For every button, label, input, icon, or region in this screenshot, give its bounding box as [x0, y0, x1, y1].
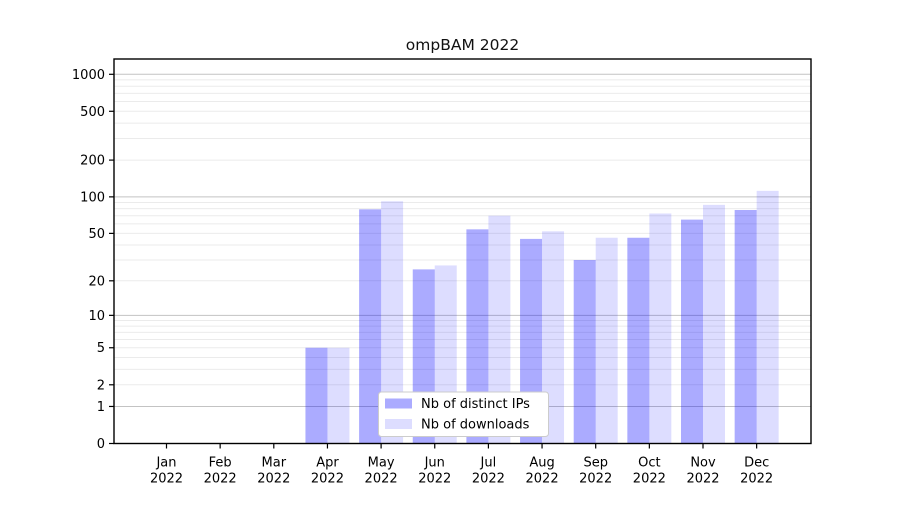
chart-title: ompBAM 2022 [406, 36, 519, 54]
x-tick-label-year: 2022 [418, 472, 451, 487]
bar-downloads-oct [649, 213, 672, 444]
axis-ticks [109, 73, 758, 449]
legend: Nb of distinct IPs Nb of downloads [378, 391, 549, 437]
axis-labels: 01251020501002005001000Jan2022Feb2022Mar… [72, 68, 773, 487]
y-tick-label: 1 [97, 400, 105, 415]
x-tick-label-month: Jun [424, 456, 445, 471]
y-tick-label: 5 [97, 341, 105, 356]
legend-swatch-downloads [385, 419, 412, 429]
x-tick-label-year: 2022 [579, 472, 612, 487]
gridlines-minor [114, 79, 811, 386]
y-tick-label: 0 [97, 437, 105, 452]
bar-ips-oct [627, 237, 650, 444]
bar-ips-sep [573, 259, 596, 444]
x-tick-label-year: 2022 [311, 472, 344, 487]
x-tick-label-year: 2022 [365, 472, 398, 487]
x-tick-label-year: 2022 [472, 472, 505, 487]
bar-downloads-nov [703, 204, 725, 444]
x-tick-label-year: 2022 [204, 472, 237, 487]
y-tick-label: 20 [88, 274, 105, 289]
x-tick-label-year: 2022 [526, 472, 559, 487]
legend-swatch-distinct-ips [385, 398, 412, 409]
y-tick-label: 100 [80, 190, 105, 205]
x-tick-label-month: Jul [480, 456, 497, 471]
x-tick-label-month: May [368, 456, 395, 471]
x-tick-label-month: Sep [583, 456, 608, 471]
x-tick-label-month: Dec [744, 456, 769, 471]
bar-ips-nov [681, 219, 703, 444]
legend-label-downloads: Nb of downloads [421, 418, 530, 433]
x-tick-label-month: Aug [529, 456, 554, 471]
legend-label-distinct-ips: Nb of distinct IPs [421, 397, 530, 412]
plot-border [113, 58, 812, 445]
legend-item-distinct-ips: Nb of distinct IPs [385, 397, 530, 412]
legend-box [378, 391, 549, 437]
x-tick-label-month: Feb [209, 456, 232, 471]
y-tick-label: 2 [97, 378, 105, 393]
bar-ips-may [359, 209, 382, 444]
bars [305, 190, 779, 444]
bar-ips-dec [734, 209, 757, 444]
x-tick-label-year: 2022 [150, 472, 183, 487]
x-tick-label-month: Apr [316, 456, 339, 471]
bar-downloads-apr [327, 347, 350, 444]
bar-downloads-sep [595, 237, 618, 444]
y-tick-label: 500 [80, 105, 105, 120]
bar-downloads-jul [488, 215, 511, 444]
x-tick-label-year: 2022 [257, 472, 290, 487]
bar-downloads-aug [542, 231, 565, 444]
x-tick-label-month: Oct [638, 456, 660, 471]
x-tick-label-year: 2022 [633, 472, 666, 487]
bar-ips-apr [305, 347, 328, 444]
bar-downloads-dec [756, 190, 779, 444]
x-tick-label-month: Jan [155, 456, 176, 471]
bar-ips-jul [466, 229, 489, 444]
x-tick-label-month: Mar [262, 456, 287, 471]
x-tick-label-month: Nov [690, 456, 716, 471]
y-tick-label: 50 [88, 227, 105, 242]
y-tick-label: 1000 [72, 68, 105, 83]
x-tick-label-year: 2022 [686, 472, 719, 487]
y-tick-label: 200 [80, 154, 105, 169]
y-tick-label: 10 [88, 309, 105, 324]
bar-downloads-may [381, 201, 404, 444]
legend-item-downloads: Nb of downloads [385, 418, 530, 433]
x-tick-label-year: 2022 [740, 472, 773, 487]
